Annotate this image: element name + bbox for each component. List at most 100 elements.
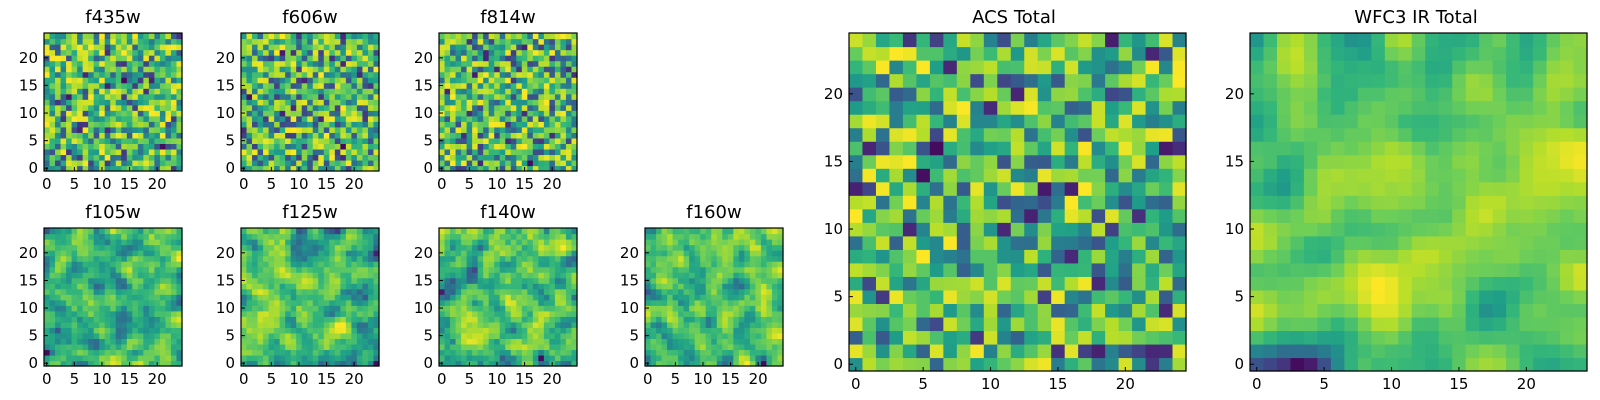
heatmap-cell — [99, 93, 106, 100]
heatmap-cell — [527, 327, 534, 334]
heatmap-cell — [477, 159, 484, 167]
heatmap-cell — [1010, 127, 1025, 142]
heatmap-cell — [77, 321, 84, 328]
heatmap-cell — [132, 332, 139, 339]
heatmap-cell — [733, 266, 740, 273]
heatmap-cell — [110, 132, 117, 139]
heatmap-cell — [565, 104, 573, 111]
heatmap-cell — [472, 49, 479, 56]
heatmap-cell — [488, 233, 495, 240]
heatmap-cell — [176, 294, 183, 301]
heatmap-cell — [373, 272, 380, 279]
heatmap-cell — [334, 332, 341, 339]
heatmap-cell — [1145, 316, 1160, 332]
heatmap-cell — [44, 266, 51, 273]
heatmap-cell — [777, 261, 784, 268]
heatmap-cell — [110, 272, 117, 279]
heatmap-cell — [766, 332, 773, 339]
heatmap-cell — [345, 44, 352, 51]
heatmap-cell — [499, 338, 506, 345]
heatmap-cell — [312, 154, 319, 161]
heatmap-cell — [777, 310, 784, 317]
heatmap-cell — [44, 327, 51, 334]
heatmap-cell — [766, 283, 773, 290]
heatmap-cell — [170, 250, 178, 257]
heatmap-cell — [997, 168, 1012, 183]
heatmap-cell — [334, 49, 341, 56]
heatmap-cell — [749, 250, 756, 257]
heatmap-cell — [329, 77, 336, 84]
heatmap-cell — [1159, 303, 1174, 318]
heatmap-cell — [565, 60, 573, 67]
heatmap-cell — [318, 71, 325, 78]
heatmap-cell — [444, 360, 451, 367]
heatmap-cell — [505, 121, 512, 128]
heatmap-cell — [77, 354, 84, 362]
heatmap-cell — [170, 283, 178, 290]
heatmap-cell — [466, 277, 473, 284]
heatmap-cell — [252, 228, 259, 235]
heatmap-cell — [571, 143, 578, 150]
heatmap-cell — [329, 115, 336, 122]
heatmap-cell — [439, 44, 446, 51]
heatmap-cell — [1172, 357, 1187, 372]
heatmap-cell — [494, 55, 501, 62]
heatmap-cell — [929, 208, 944, 223]
heatmap-cell — [263, 266, 270, 273]
heatmap-cell — [88, 283, 95, 290]
heatmap-cell — [1078, 222, 1093, 237]
heatmap-cell — [99, 244, 106, 251]
heatmap-cell — [875, 208, 891, 223]
heatmap-cell — [483, 228, 490, 235]
heatmap-cell — [312, 55, 319, 62]
heatmap-cell — [252, 55, 259, 62]
heatmap-cell — [55, 60, 62, 67]
heatmap-cell — [549, 55, 556, 62]
heatmap-cell — [296, 338, 303, 345]
heatmap-cell — [170, 38, 178, 45]
heatmap-cell — [121, 159, 128, 167]
heatmap-cell — [488, 66, 495, 73]
heatmap-cell — [711, 343, 718, 351]
heatmap-cell — [165, 132, 172, 139]
heatmap-cell — [527, 310, 534, 317]
heatmap-cell — [1024, 316, 1039, 332]
heatmap-cell — [329, 354, 336, 362]
heatmap-cell — [296, 228, 303, 235]
heatmap-cell — [875, 141, 891, 156]
heatmap-cell — [246, 44, 253, 51]
heatmap-cell — [738, 244, 745, 251]
heatmap-cell — [66, 343, 73, 351]
heatmap-cell — [527, 338, 534, 345]
heatmap-cell — [110, 261, 117, 268]
heatmap-cell — [351, 338, 358, 345]
heatmap-cell — [274, 66, 281, 73]
heatmap-cell — [527, 104, 534, 111]
heatmap-cell — [455, 354, 462, 362]
heatmap-cell — [373, 228, 380, 235]
heatmap-cell — [733, 255, 740, 262]
heatmap-cell — [312, 159, 319, 167]
heatmap-cell — [733, 239, 740, 246]
heatmap-cell — [521, 88, 528, 95]
heatmap-cell — [1172, 235, 1187, 250]
heatmap-cell — [554, 115, 562, 122]
heatmap-cell — [143, 354, 150, 362]
heatmap-cell — [268, 288, 275, 295]
heatmap-cell — [1159, 235, 1174, 250]
heatmap-cell — [274, 255, 281, 262]
heatmap-cell — [279, 316, 286, 323]
heatmap-cell — [744, 250, 751, 257]
heatmap-cell — [329, 148, 336, 156]
heatmap-cell — [689, 261, 696, 268]
heatmap-cell — [472, 321, 479, 328]
heatmap-cell — [340, 71, 347, 78]
heatmap-cell — [66, 154, 73, 161]
heatmap-cell — [132, 283, 139, 290]
heatmap-cell — [760, 327, 768, 334]
heatmap-cell — [176, 332, 183, 339]
x-tick-label: 20 — [345, 175, 364, 193]
heatmap-cell — [345, 33, 352, 40]
heatmap-cell — [1051, 262, 1066, 277]
heatmap-cell — [143, 321, 150, 328]
